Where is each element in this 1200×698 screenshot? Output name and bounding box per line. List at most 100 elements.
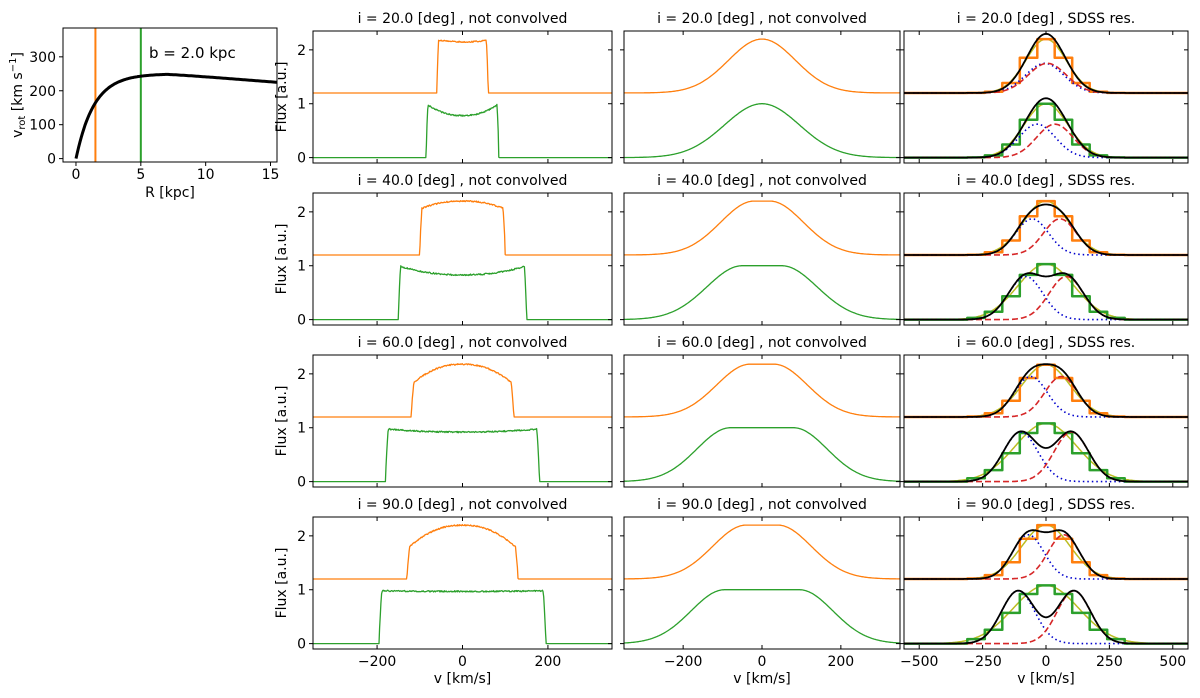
x-tick-label: 250: [1096, 654, 1123, 670]
total-fit: [904, 363, 1188, 418]
profile-green: [624, 589, 900, 644]
y-tick-label: 200: [29, 84, 56, 100]
axes-frame: [903, 30, 1189, 164]
y-tick-label: 1: [297, 97, 306, 113]
plot-area: [904, 363, 1188, 483]
profile-green: [624, 103, 900, 159]
y-tick-label: 0: [297, 637, 306, 653]
panel-title: i = 40.0 [deg] , not convolved: [657, 173, 867, 189]
axes-frame: [623, 354, 901, 488]
profile-green: [313, 589, 612, 645]
x-tick-label: 10: [197, 167, 215, 183]
panel-title: i = 20.0 [deg] , not convolved: [358, 11, 568, 27]
y-axis-label: Flux [a.u.]: [274, 62, 290, 133]
x-tick-label: 200: [535, 654, 562, 670]
y-tick-label: 2: [297, 529, 306, 545]
binned-histogram: [904, 37, 1188, 95]
binned-histogram: [904, 199, 1188, 257]
plot-area: [624, 200, 900, 321]
y-tick-label: 1: [297, 583, 306, 599]
rotation-curve-panel: 0 5 10 15 0 100 200 300 R [kpc] b = 2.0 kpc vrot […: [8, 27, 280, 201]
red-component: [904, 431, 1188, 483]
plot-area: [624, 38, 900, 159]
profile-orange: [313, 523, 612, 580]
red-component: [904, 62, 1188, 94]
blue-component: [904, 534, 1188, 580]
panel-title: i = 40.0 [deg] , not convolved: [358, 173, 568, 189]
x-tick-label: −500: [900, 654, 938, 670]
y-axis-label: vrot [km s−1]: [8, 52, 28, 138]
y-tick-label: 100: [29, 118, 56, 134]
y-tick-label: 2: [297, 367, 306, 383]
y-tick-label: 300: [29, 50, 56, 66]
axes-frame: [312, 516, 613, 650]
plot-area: [624, 363, 900, 482]
binned-histogram: [904, 584, 1188, 645]
profile-green: [624, 427, 900, 482]
panel-smoothed-i40: i = 40.0 [deg] , not convolved: [620, 173, 901, 326]
plot-area: [624, 524, 900, 644]
total-fit: [904, 272, 1188, 321]
panel-title: i = 90.0 [deg] , SDSS res.: [957, 497, 1136, 513]
blue-component: [904, 218, 1188, 256]
panel-smoothed-i60: i = 60.0 [deg] , not convolved: [620, 335, 901, 488]
plot-area: [904, 523, 1188, 645]
single-gauss-fit: [904, 584, 1188, 645]
x-tick-label: 15: [262, 167, 280, 183]
y-axis-label-part: v: [10, 130, 26, 138]
x-tick-label: 0: [758, 654, 767, 670]
panel-sdss-i20: i = 20.0 [deg] , SDSS res.: [900, 11, 1189, 164]
single-gauss-fit: [904, 263, 1188, 321]
panel-title: i = 60.0 [deg] , not convolved: [657, 335, 867, 351]
total-fit: [904, 32, 1188, 94]
panel-smoothed-i20: i = 20.0 [deg] , not convolved: [620, 11, 901, 164]
x-axis-label: v [km/s]: [1017, 671, 1074, 687]
panel-intrinsic-i60: 0 1 2 i = 60.0 [deg] , not convolved Flux [a…: [274, 335, 613, 491]
x-tick-label: 5: [136, 167, 145, 183]
x-tick-label: 0: [1042, 654, 1051, 670]
axes-frame: [312, 30, 613, 164]
plot-area: [904, 32, 1188, 159]
panel-intrinsic-i20: 0 1 2 i = 20.0 [deg] , not convolved Flux [a…: [274, 11, 613, 167]
y-tick-label: 0: [47, 152, 56, 168]
single-gauss-fit: [904, 422, 1188, 483]
y-tick-label: 0: [297, 313, 306, 329]
total-fit: [904, 529, 1188, 580]
total-fit: [904, 430, 1188, 483]
x-tick-label: 200: [827, 654, 854, 670]
y-axis-label-part: −1: [8, 58, 19, 73]
axes-frame: [62, 27, 278, 163]
total-fit: [904, 203, 1188, 256]
panel-intrinsic-i90: −200 0 200 0 1 2 i = 90.0 [deg] , not convolve…: [274, 497, 613, 687]
panel-title: i = 60.0 [deg] , not convolved: [358, 335, 568, 351]
axes-frame: [623, 192, 901, 326]
profile-orange: [313, 199, 612, 256]
y-axis-label-part: ]: [10, 52, 26, 57]
panel-title: i = 60.0 [deg] , SDSS res.: [957, 335, 1136, 351]
x-axis-label: v [km/s]: [434, 671, 491, 687]
blue-component: [904, 375, 1188, 418]
single-gauss-fit: [904, 102, 1188, 159]
profile-green: [313, 103, 612, 159]
single-gauss-fit: [904, 524, 1188, 580]
y-axis-label: Flux [a.u.]: [274, 386, 290, 457]
axes-frame: [903, 354, 1189, 488]
y-tick-label: 0: [297, 151, 306, 167]
y-tick-label: 1: [297, 259, 306, 275]
axes-frame: [312, 354, 613, 488]
binned-histogram: [904, 422, 1188, 483]
blue-component: [904, 123, 1188, 159]
single-gauss-fit: [904, 363, 1188, 418]
x-tick-label: −250: [963, 654, 1001, 670]
plot-area: [313, 363, 612, 483]
single-gauss-fit: [904, 38, 1188, 94]
y-axis-label: Flux [a.u.]: [274, 224, 290, 295]
binned-histogram: [904, 262, 1188, 321]
profile-orange: [624, 38, 900, 94]
plot-area: [313, 39, 612, 159]
blue-component: [904, 275, 1188, 321]
axes-frame: [312, 192, 613, 326]
binned-histogram: [904, 523, 1188, 581]
panel-title: i = 20.0 [deg] , not convolved: [657, 11, 867, 27]
